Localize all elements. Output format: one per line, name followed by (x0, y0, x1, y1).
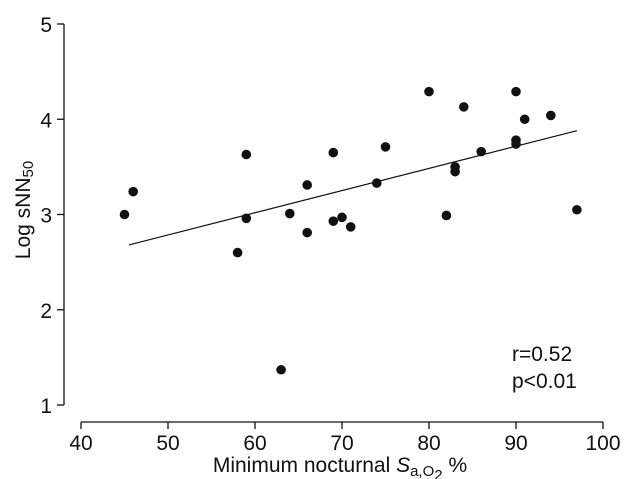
data-point (328, 147, 339, 158)
data-point (441, 210, 452, 221)
x-tick-label: 60 (243, 432, 266, 455)
annotation-p: p<0.01 (512, 370, 577, 393)
y-tick-label: 5 (40, 14, 52, 37)
y-axis-label-sub: 50 (20, 161, 37, 178)
data-point (511, 86, 521, 97)
data-point (572, 204, 582, 215)
data-point (128, 186, 138, 197)
data-point (232, 247, 243, 258)
x-axis-label-main: Minimum nocturnal (213, 454, 396, 477)
data-point (380, 142, 391, 152)
data-point (450, 166, 460, 177)
data-point (459, 102, 469, 112)
data-point (476, 146, 487, 157)
x-ticks: 40 50 60 70 80 90 100 (69, 422, 621, 455)
x-tick-label: 80 (417, 432, 440, 455)
data-point (546, 110, 556, 121)
y-tick-label: 3 (40, 205, 52, 228)
annotation-r: r=0.52 (512, 343, 572, 366)
data-point (424, 86, 434, 97)
data-point (241, 213, 252, 224)
data-point (302, 180, 313, 190)
y-ticks: 1 2 3 4 5 (40, 14, 64, 418)
x-tick-label: 50 (156, 432, 179, 455)
data-point (372, 178, 382, 188)
data-point (345, 222, 356, 232)
data-point (241, 149, 252, 160)
regression-line (128, 130, 578, 246)
data-point (328, 216, 339, 226)
data-points (119, 86, 582, 375)
data-point (285, 208, 295, 219)
y-tick-label: 4 (40, 109, 52, 132)
y-tick-label: 1 (40, 395, 52, 418)
x-axis-label: Minimum nocturnal Sa,O2 % (213, 454, 467, 479)
x-axis-label-unit: % (443, 454, 468, 477)
y-axis-label-main: Log sNN (12, 177, 35, 259)
data-point (276, 364, 286, 375)
x-tick-label: 70 (330, 432, 353, 455)
data-point (519, 114, 530, 125)
x-axis-label-italic: S (396, 454, 410, 477)
x-axis-label-sub: a,O (410, 463, 434, 479)
x-tick-label: 100 (585, 432, 620, 455)
x-tick-label: 90 (504, 432, 527, 455)
data-point (302, 227, 313, 238)
x-tick-label: 40 (69, 432, 92, 455)
y-axis-label: Log sNN50 (12, 161, 37, 259)
data-point (337, 212, 347, 223)
y-tick-label: 2 (40, 300, 52, 323)
data-point (119, 209, 130, 220)
x-axis-label-sub2: 2 (434, 467, 442, 479)
data-point (511, 139, 521, 149)
